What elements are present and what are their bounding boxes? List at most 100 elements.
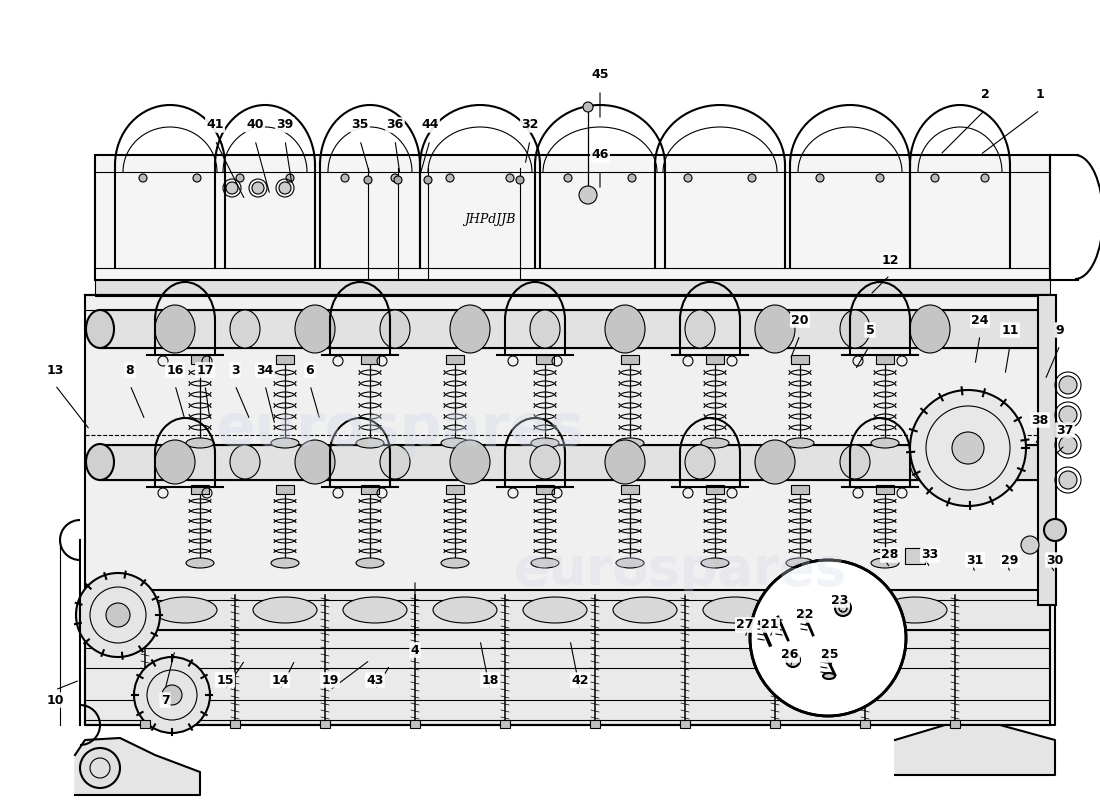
Text: 45: 45 [592,69,608,82]
Ellipse shape [295,440,336,484]
Circle shape [516,176,524,184]
Ellipse shape [86,310,114,348]
Circle shape [786,653,800,667]
Circle shape [446,174,454,182]
Bar [85,590,1050,630]
Ellipse shape [616,558,644,568]
Ellipse shape [605,305,645,353]
Circle shape [1021,536,1040,554]
Text: 16: 16 [166,363,184,377]
Text: 26: 26 [781,649,799,662]
Ellipse shape [703,597,767,623]
Text: 29: 29 [1001,554,1019,566]
Ellipse shape [343,597,407,623]
Text: 3: 3 [231,363,240,377]
Text: 4: 4 [410,643,419,657]
Text: 15: 15 [217,674,233,686]
Circle shape [394,176,402,184]
Text: eurospares: eurospares [514,544,847,596]
Ellipse shape [871,558,899,568]
Bar [446,485,464,494]
Bar [410,720,420,728]
Circle shape [364,176,372,184]
Text: 20: 20 [791,314,808,326]
Text: 22: 22 [796,609,814,622]
Bar [361,355,379,364]
Circle shape [876,174,884,182]
Bar [230,720,240,728]
Text: 44: 44 [421,118,439,131]
Ellipse shape [605,440,645,484]
Text: 41: 41 [207,118,223,131]
Text: 12: 12 [881,254,899,266]
Ellipse shape [530,310,560,348]
Bar [500,720,510,728]
Text: 14: 14 [272,674,288,686]
Bar [191,355,209,364]
Circle shape [134,657,210,733]
Circle shape [506,174,514,182]
Circle shape [106,603,130,627]
Circle shape [931,174,939,182]
Bar [876,485,894,494]
Polygon shape [85,295,1055,725]
Ellipse shape [616,438,644,448]
Circle shape [910,390,1026,506]
Circle shape [684,174,692,182]
Ellipse shape [441,438,469,448]
Text: 35: 35 [351,118,369,131]
Ellipse shape [793,597,857,623]
Text: 39: 39 [276,118,294,131]
Ellipse shape [271,438,299,448]
Circle shape [1059,376,1077,394]
Text: 42: 42 [571,674,588,686]
Text: 23: 23 [832,594,849,606]
Ellipse shape [153,597,217,623]
Ellipse shape [271,558,299,568]
Circle shape [564,174,572,182]
Ellipse shape [531,558,559,568]
Circle shape [139,174,147,182]
Circle shape [1044,519,1066,541]
Text: 24: 24 [971,314,989,326]
Ellipse shape [253,597,317,623]
Text: 17: 17 [196,363,213,377]
Circle shape [252,182,264,194]
Text: 36: 36 [386,118,404,131]
Text: 13: 13 [46,363,64,377]
Bar [680,720,690,728]
Ellipse shape [356,438,384,448]
Circle shape [1059,471,1077,489]
Text: 34: 34 [256,363,274,377]
Circle shape [76,573,160,657]
Ellipse shape [685,445,715,479]
Text: 33: 33 [922,549,938,562]
Bar [621,355,639,364]
Text: 27: 27 [736,618,754,631]
Circle shape [981,174,989,182]
Bar [770,720,780,728]
Bar [95,155,1050,280]
Circle shape [1059,436,1077,454]
Circle shape [286,174,294,182]
Bar [276,355,294,364]
Circle shape [750,560,906,716]
Text: 32: 32 [521,118,539,131]
Circle shape [816,174,824,182]
Bar [320,720,330,728]
Text: 21: 21 [761,618,779,631]
Ellipse shape [450,440,490,484]
Circle shape [236,174,244,182]
Bar [791,485,808,494]
Text: 28: 28 [881,549,899,562]
Ellipse shape [86,444,114,480]
Bar [590,720,600,728]
Circle shape [952,432,984,464]
Text: 8: 8 [125,363,134,377]
Ellipse shape [786,438,814,448]
Ellipse shape [685,310,715,348]
Bar [536,485,554,494]
Ellipse shape [530,445,560,479]
Text: 5: 5 [866,323,874,337]
Ellipse shape [379,310,410,348]
